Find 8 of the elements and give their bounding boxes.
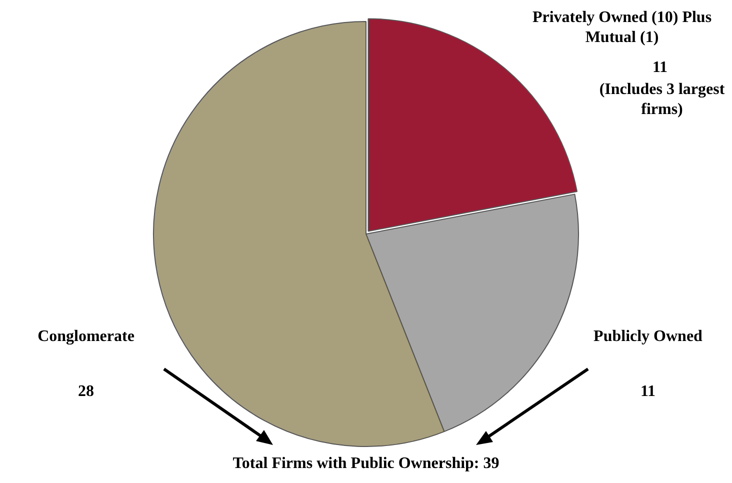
slice-label: Publicly Owned [592,327,704,347]
data-label: 11 [651,58,669,78]
slice-label: Conglomerate [36,327,136,347]
slice-label: Privately Owned (10) Plus Mutual (1) [531,8,713,48]
data-label: 11 [639,382,657,402]
text: (Includes 3 largest firms) [598,80,726,120]
data-label: 28 [77,382,95,402]
text: Total Firms with Public Ownership: 39 [232,454,500,474]
